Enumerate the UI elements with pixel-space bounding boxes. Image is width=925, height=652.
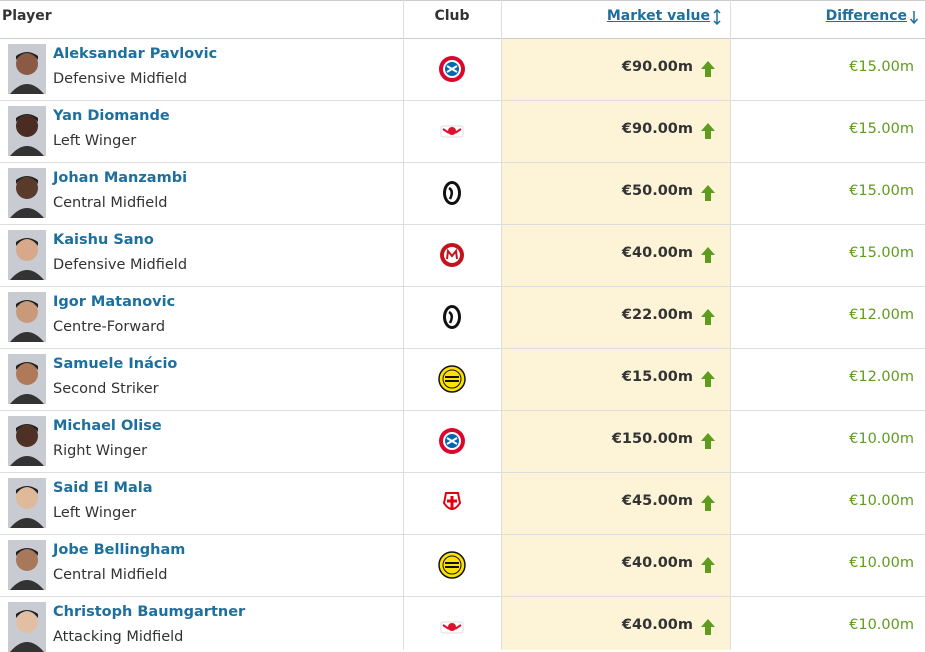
player-position: Central Midfield [53,195,168,211]
player-name[interactable]: Aleksandar Pavlovic [53,46,218,62]
market-value: €40.00m [621,617,693,633]
player-name[interactable]: Michael Olise [53,418,162,434]
club-logo [438,365,466,393]
header-club: Club [434,8,470,24]
club-logo [443,181,461,205]
club-logo [440,243,464,267]
difference: €12.00m [849,307,914,323]
player-position: Second Striker [53,381,159,397]
sort-icon [909,11,919,25]
club-logo [440,621,464,634]
difference: €10.00m [849,493,914,509]
row-divider [0,534,925,535]
difference: €15.00m [849,245,914,261]
market-value: €15.00m [621,369,693,385]
trend-up-arrow [701,247,715,263]
market-value-column-bg [502,38,730,650]
club-logo [440,125,464,138]
header-difference[interactable]: Difference [825,8,907,24]
header-border [0,38,925,39]
player-position: Central Midfield [53,567,168,583]
trend-up-arrow [701,185,715,201]
trend-up-arrow [701,123,715,139]
row-divider [0,286,925,287]
player-name[interactable]: Igor Matanovic [53,294,176,310]
row-divider [0,410,925,411]
market-value: €40.00m [621,555,693,571]
market-value: €22.00m [621,307,693,323]
difference: €15.00m [849,183,914,199]
player-name[interactable]: Jobe Bellingham [53,542,186,558]
player-position: Left Winger [53,133,137,149]
player-photo [8,354,46,404]
market-value: €150.00m [611,431,693,447]
club-logo [442,492,462,510]
player-position: Defensive Midfield [53,257,188,273]
difference: €10.00m [849,431,914,447]
player-photo [8,106,46,156]
col-divider [501,0,502,650]
header-player: Player [2,8,52,24]
difference: €10.00m [849,555,914,571]
row-divider [0,100,925,101]
club-logo [443,305,461,329]
trend-up-arrow [701,557,715,573]
player-photo [8,230,46,280]
trend-up-arrow [701,61,715,77]
player-name[interactable]: Christoph Baumgartner [53,604,246,620]
player-photo [8,44,46,94]
player-position: Defensive Midfield [53,71,188,87]
row-divider [0,224,925,225]
club-logo [439,56,465,82]
header-market-value[interactable]: Market value [606,8,710,24]
trend-up-arrow [701,495,715,511]
player-position: Left Winger [53,505,137,521]
row-divider [0,472,925,473]
difference: €15.00m [849,121,914,137]
player-name[interactable]: Samuele Inácio [53,356,178,372]
market-value: €90.00m [621,121,693,137]
player-photo [8,602,46,652]
row-divider [0,596,925,597]
col-divider [403,0,404,650]
col-divider [730,0,731,650]
market-value: €90.00m [621,59,693,75]
player-position: Right Winger [53,443,148,459]
club-logo [438,551,466,579]
trend-up-arrow [701,309,715,325]
player-photo [8,292,46,342]
market-value: €40.00m [621,245,693,261]
player-position: Attacking Midfield [53,629,184,645]
trend-up-arrow [701,433,715,449]
sort-icon [713,9,721,25]
player-photo [8,478,46,528]
player-name[interactable]: Johan Manzambi [53,170,188,186]
player-photo [8,540,46,590]
trend-up-arrow [701,371,715,387]
row-divider [0,348,925,349]
trend-up-arrow [701,619,715,635]
difference: €10.00m [849,617,914,633]
player-name[interactable]: Said El Mala [53,480,153,496]
player-photo [8,416,46,466]
row-divider [0,162,925,163]
market-value: €45.00m [621,493,693,509]
player-photo [8,168,46,218]
top-border [0,0,925,1]
difference: €12.00m [849,369,914,385]
market-value: €50.00m [621,183,693,199]
player-position: Centre-Forward [53,319,166,335]
player-name[interactable]: Yan Diomande [53,108,170,124]
difference: €15.00m [849,59,914,75]
club-logo [439,428,465,454]
player-name[interactable]: Kaishu Sano [53,232,154,248]
